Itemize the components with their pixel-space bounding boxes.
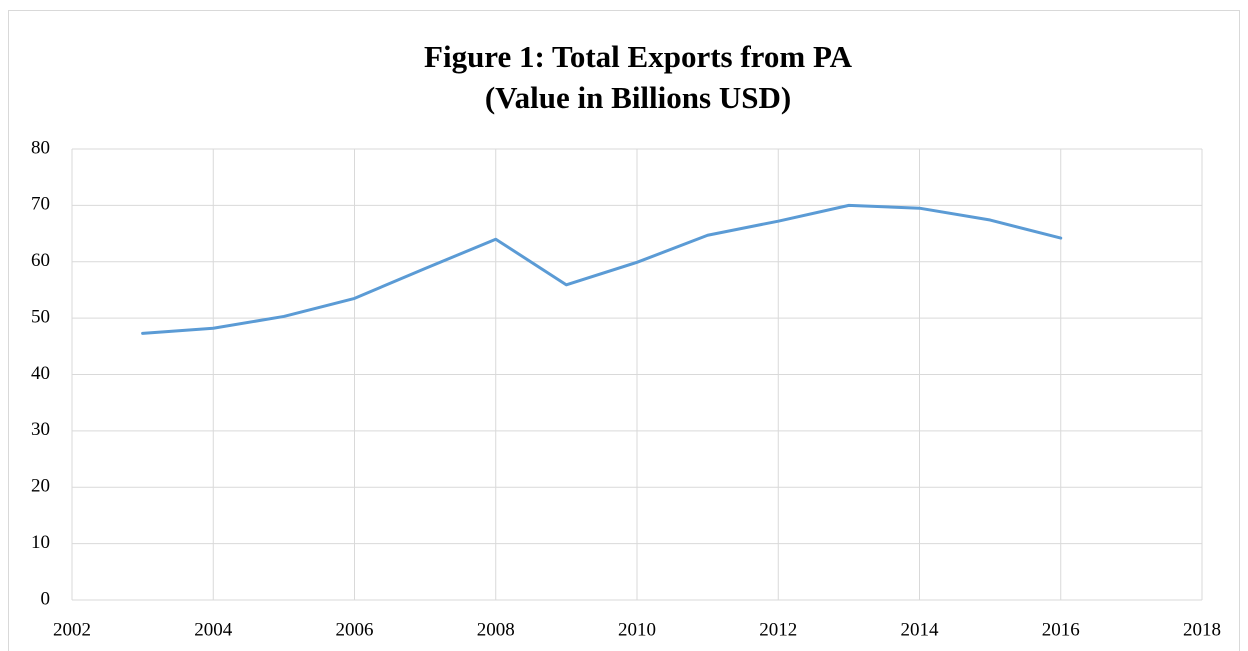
y-tick-label: 0 (41, 588, 51, 609)
x-tick-label: 2014 (901, 619, 940, 640)
y-tick-label: 20 (31, 476, 50, 497)
x-tick-label: 2004 (194, 619, 233, 640)
x-tick-label: 2012 (759, 619, 797, 640)
y-tick-label: 70 (31, 194, 50, 215)
y-tick-label: 50 (31, 306, 50, 327)
y-tick-label: 40 (31, 363, 50, 384)
x-tick-label: 2016 (1042, 619, 1080, 640)
x-tick-label: 2010 (618, 619, 656, 640)
x-tick-label: 2002 (53, 619, 91, 640)
x-tick-label: 2008 (477, 619, 515, 640)
y-tick-label: 80 (31, 137, 50, 158)
y-tick-label: 10 (31, 532, 50, 553)
y-tick-label: 30 (31, 419, 50, 440)
x-tick-label: 2018 (1183, 619, 1221, 640)
data-line (141, 203, 1063, 335)
chart-title: Figure 1: Total Exports from PA (424, 39, 853, 74)
chart-title: (Value in Billions USD) (485, 80, 791, 115)
y-tick-label: 60 (31, 250, 50, 271)
x-tick-label: 2006 (336, 619, 374, 640)
